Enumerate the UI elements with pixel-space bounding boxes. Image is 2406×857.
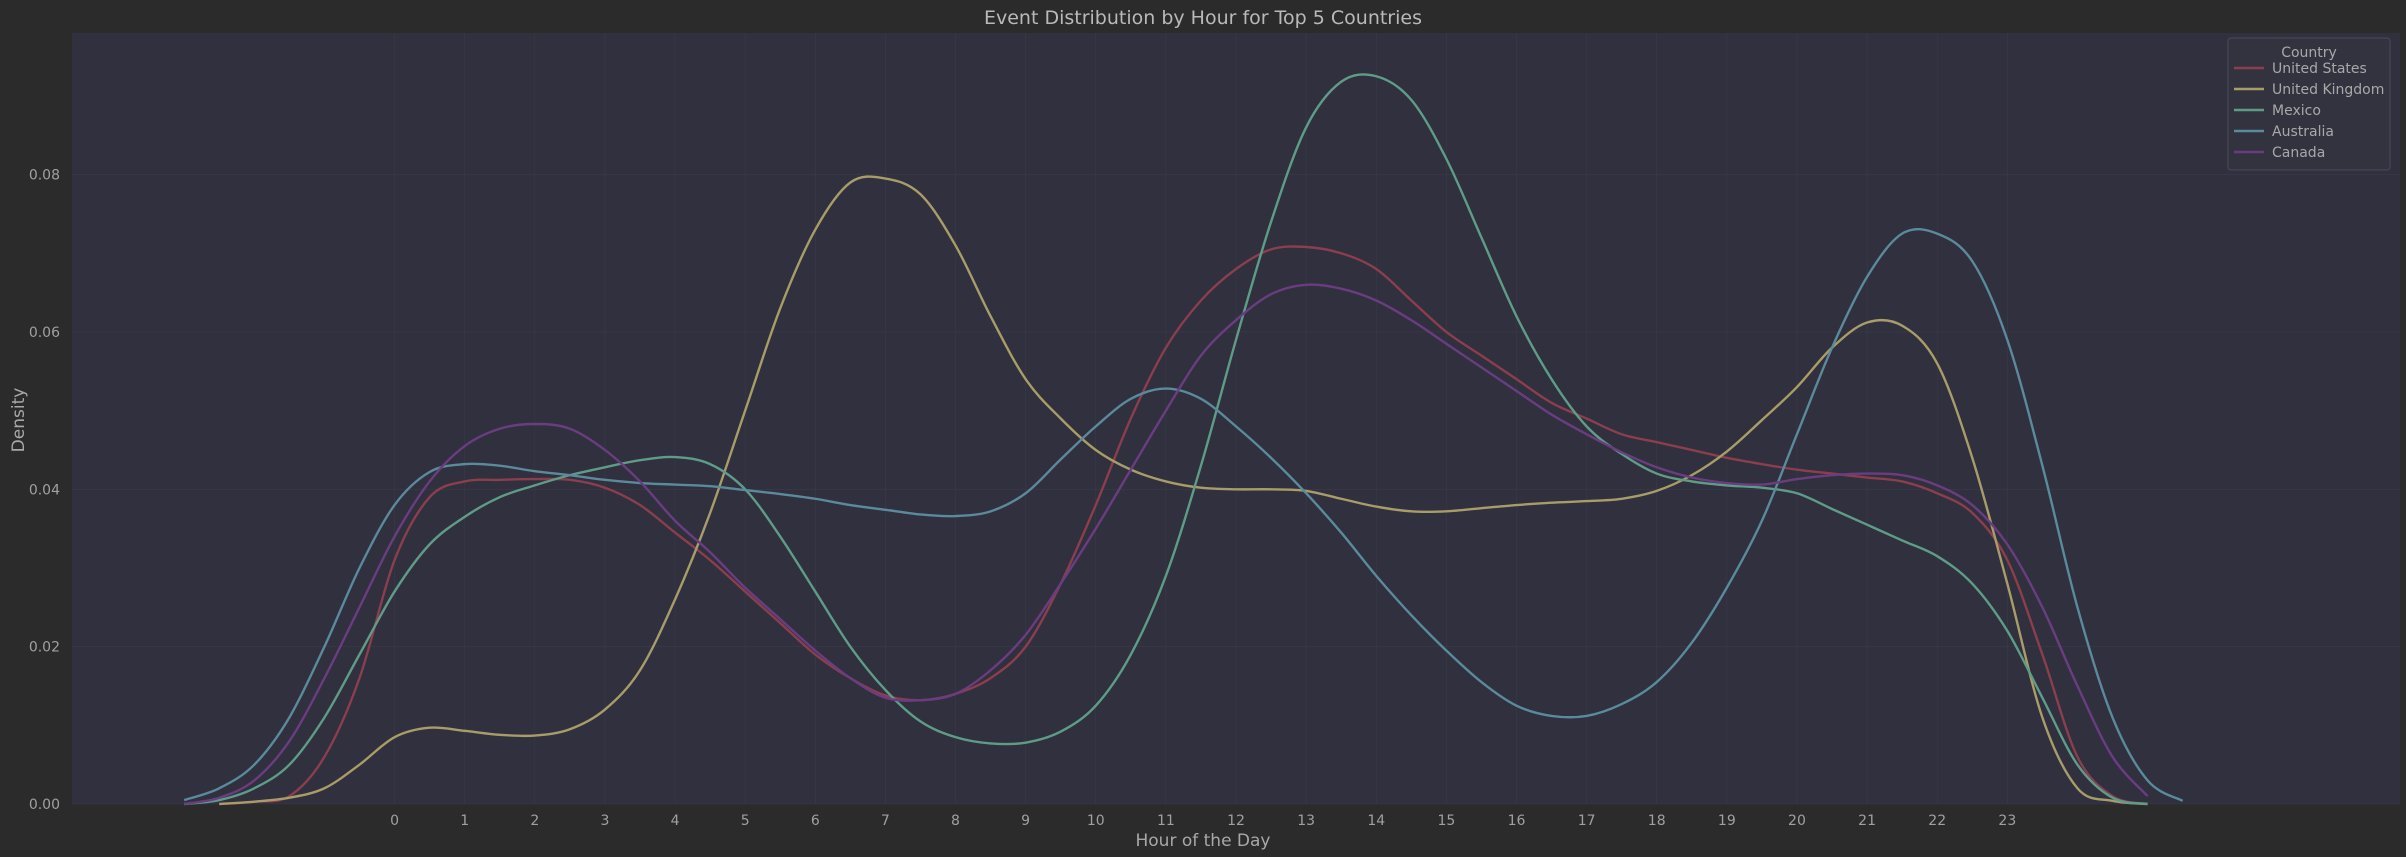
x-tick-label: 4 xyxy=(671,813,680,829)
legend-title: Country xyxy=(2281,45,2337,61)
y-tick-labels: 0.00 0.02 0.04 0.06 0.08 xyxy=(29,168,60,813)
x-tick-label: 6 xyxy=(811,813,820,829)
y-tick-label: 0.08 xyxy=(29,168,60,184)
series-line-mexico xyxy=(184,73,2148,806)
series-line-canada xyxy=(183,283,2149,806)
x-tick-label: 16 xyxy=(1508,813,1526,829)
x-tick-label: 8 xyxy=(951,813,960,829)
x-tick-labels: 0 1 2 3 4 5 6 7 8 9 10 11 12 13 14 15 16 17 18 19 20 21 22 23 xyxy=(390,813,2016,829)
legend-label: Mexico xyxy=(2272,103,2321,119)
legend-label: Australia xyxy=(2272,124,2334,140)
x-tick-label: 21 xyxy=(1858,813,1876,829)
y-axis-label: Density xyxy=(9,388,29,453)
legend: Country United States United Kingdom Mexic… xyxy=(2227,37,2391,171)
x-tick-label: 5 xyxy=(741,813,750,829)
x-tick-label: 10 xyxy=(1087,813,1105,829)
series-line-united-kingdom xyxy=(219,175,2148,806)
chart-title: Event Distribution by Hour for Top 5 Cou… xyxy=(984,7,1422,29)
legend-label: United States xyxy=(2272,61,2367,77)
x-tick-label: 13 xyxy=(1297,813,1315,829)
legend-label: United Kingdom xyxy=(2272,82,2384,98)
grid-lines xyxy=(72,33,2400,805)
y-tick-label: 0.02 xyxy=(29,640,60,656)
x-axis-label: Hour of the Day xyxy=(1135,831,1270,851)
x-tick-label: 2 xyxy=(530,813,539,829)
y-tick-label: 0.06 xyxy=(29,325,60,341)
x-tick-label: 3 xyxy=(600,813,609,829)
x-tick-label: 0 xyxy=(390,813,399,829)
x-tick-label: 23 xyxy=(1998,813,2016,829)
x-tick-label: 9 xyxy=(1021,813,1030,829)
y-tick-label: 0.04 xyxy=(29,482,60,498)
x-tick-label: 17 xyxy=(1578,813,1596,829)
x-tick-label: 19 xyxy=(1718,813,1736,829)
legend-label: Canada xyxy=(2272,145,2325,161)
x-tick-label: 22 xyxy=(1928,813,1946,829)
y-tick-label: 0.00 xyxy=(29,797,60,813)
series-line-australia xyxy=(183,227,2184,802)
x-tick-label: 14 xyxy=(1367,813,1385,829)
x-tick-label: 15 xyxy=(1437,813,1455,829)
x-tick-label: 18 xyxy=(1648,813,1666,829)
legend-box xyxy=(2227,37,2391,171)
series-lines xyxy=(183,73,2184,806)
series-line-united-states xyxy=(219,245,2148,806)
x-tick-label: 20 xyxy=(1788,813,1806,829)
x-tick-label: 7 xyxy=(881,813,890,829)
x-tick-label: 1 xyxy=(460,813,469,829)
x-tick-label: 12 xyxy=(1227,813,1245,829)
x-tick-label: 11 xyxy=(1157,813,1175,829)
